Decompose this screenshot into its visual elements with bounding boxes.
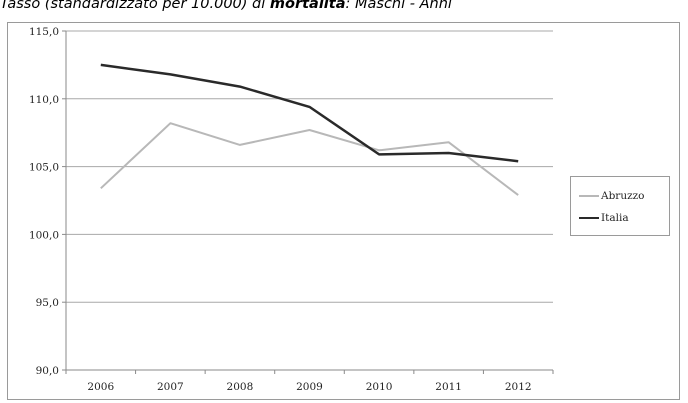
title-bold: mortalità xyxy=(269,0,346,12)
y-tick-label: 100,0 xyxy=(29,229,59,241)
x-tick-label: 2011 xyxy=(435,381,462,393)
x-tick-label: 2008 xyxy=(227,381,254,393)
x-tick-label: 2009 xyxy=(296,381,323,393)
series-line-abruzzo xyxy=(100,122,519,196)
y-tick-label: 90,0 xyxy=(36,365,59,377)
y-tick-label: 105,0 xyxy=(29,162,59,174)
y-tick-label: 95,0 xyxy=(36,297,59,309)
legend-label-abruzzo: Abruzzo xyxy=(601,190,645,202)
chart-title: Tasso (standardizzato per 10.000) di mor… xyxy=(0,0,688,19)
y-tick-label: 110,0 xyxy=(29,94,59,106)
x-tick-label: 2012 xyxy=(505,381,532,393)
chart-frame xyxy=(7,22,680,400)
x-tick-label: 2006 xyxy=(87,381,114,393)
legend-label-italia: Italia xyxy=(601,212,629,224)
series-line-italia xyxy=(100,63,519,163)
y-tick-label: 115,0 xyxy=(29,26,59,38)
legend-item-abruzzo: Abruzzo xyxy=(579,189,644,203)
legend-swatch-italia xyxy=(579,217,599,219)
x-tick-label: 2010 xyxy=(366,381,393,393)
legend-swatch-abruzzo xyxy=(579,195,599,197)
title-prefix: Tasso (standardizzato per 10.000) di xyxy=(0,0,270,12)
x-tick-label: 2007 xyxy=(157,381,184,393)
legend: Abruzzo Italia xyxy=(570,176,670,236)
title-suffix: : Maschi - Anni xyxy=(345,0,452,12)
legend-item-italia: Italia xyxy=(579,211,629,225)
